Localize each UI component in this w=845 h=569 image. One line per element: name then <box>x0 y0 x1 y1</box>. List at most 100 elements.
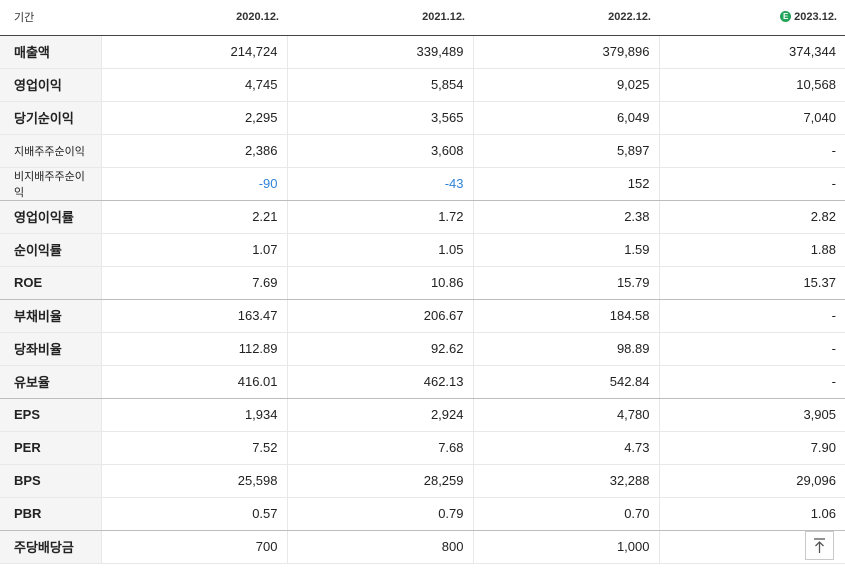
row-label: EPS <box>0 398 101 432</box>
cell-value: 374,344 <box>658 35 845 69</box>
cell-value: 379,896 <box>472 35 659 69</box>
row-label: 비지배주주순이익 <box>0 167 101 201</box>
cell-value: 4,745 <box>100 68 287 102</box>
cell-value: 163.47 <box>100 299 287 333</box>
table-row: 지배주주순이익 2,386 3,608 5,897 - <box>0 134 845 168</box>
table-row: 부채비율 163.47 206.67 184.58 - <box>0 299 845 333</box>
cell-value: 112.89 <box>100 332 287 366</box>
cell-value: 7.68 <box>286 431 473 465</box>
cell-value: 1,000 <box>472 530 659 564</box>
cell-value: 29,096 <box>658 464 845 498</box>
table-row: ROE 7.69 10.86 15.79 15.37 <box>0 266 845 300</box>
cell-value: 2,295 <box>100 101 287 135</box>
cell-value: 0.57 <box>100 497 287 531</box>
row-label: 순이익률 <box>0 233 101 267</box>
cell-value: 2.38 <box>472 200 659 234</box>
cell-value: 2.21 <box>100 200 287 234</box>
cell-value: 5,854 <box>286 68 473 102</box>
cell-value: 28,259 <box>286 464 473 498</box>
table-header-row: 기간 2020.12. 2021.12. 2022.12. E 2023.12. <box>0 0 845 36</box>
row-label: 영업이익 <box>0 68 101 102</box>
cell-value: - <box>658 134 845 168</box>
period-header-2023: E 2023.12. <box>659 0 845 36</box>
cell-value: 152 <box>472 167 659 201</box>
table-row: 당기순이익 2,295 3,565 6,049 7,040 <box>0 101 845 135</box>
cell-value: 184.58 <box>472 299 659 333</box>
row-label: 당좌비율 <box>0 332 101 366</box>
cell-value: 4,780 <box>472 398 659 432</box>
cell-value: 3,608 <box>286 134 473 168</box>
table-row: 매출액 214,724 339,489 379,896 374,344 <box>0 35 845 69</box>
cell-value: 7.52 <box>100 431 287 465</box>
cell-value: 1.72 <box>286 200 473 234</box>
cell-value: - <box>658 167 845 201</box>
cell-value: 5,897 <box>472 134 659 168</box>
period-header-2023-label: 2023.12. <box>794 11 837 24</box>
cell-value: 214,724 <box>100 35 287 69</box>
arrow-up-to-line-icon <box>814 538 825 553</box>
table-row: 순이익률 1.07 1.05 1.59 1.88 <box>0 233 845 267</box>
cell-value: 25,598 <box>100 464 287 498</box>
cell-value: 1.07 <box>100 233 287 267</box>
cell-value: 0.70 <box>472 497 659 531</box>
cell-value: 1.88 <box>658 233 845 267</box>
cell-value: 32,288 <box>472 464 659 498</box>
table-row: PER 7.52 7.68 4.73 7.90 <box>0 431 845 465</box>
cell-value: 2.82 <box>658 200 845 234</box>
row-label: 영업이익률 <box>0 200 101 234</box>
cell-value: 10,568 <box>658 68 845 102</box>
cell-value: 416.01 <box>100 365 287 399</box>
cell-value: 0.79 <box>286 497 473 531</box>
period-header-label: 기간 <box>0 0 101 36</box>
table-row: EPS 1,934 2,924 4,780 3,905 <box>0 398 845 432</box>
period-header-2020: 2020.12. <box>101 0 287 36</box>
cell-value: 700 <box>100 530 287 564</box>
cell-value: 2,386 <box>100 134 287 168</box>
row-label: 주당배당금 <box>0 530 101 564</box>
cell-value: 98.89 <box>472 332 659 366</box>
row-label: 지배주주순이익 <box>0 134 101 168</box>
period-header-2022: 2022.12. <box>473 0 659 36</box>
cell-value-negative: -90 <box>100 167 287 201</box>
cell-value: 15.79 <box>472 266 659 300</box>
table-row: 유보율 416.01 462.13 542.84 - <box>0 365 845 399</box>
cell-value: 6,049 <box>472 101 659 135</box>
cell-value: 10.86 <box>286 266 473 300</box>
cell-value: 4.73 <box>472 431 659 465</box>
estimate-badge-icon: E <box>780 11 792 23</box>
cell-value: - <box>658 332 845 366</box>
cell-value: 7.90 <box>658 431 845 465</box>
cell-value: 15.37 <box>658 266 845 300</box>
cell-value: - <box>658 365 845 399</box>
cell-value: 462.13 <box>286 365 473 399</box>
cell-value: - <box>658 299 845 333</box>
scroll-to-top-button[interactable] <box>805 531 834 560</box>
row-label: ROE <box>0 266 101 300</box>
row-label: PER <box>0 431 101 465</box>
cell-value-negative: -43 <box>286 167 473 201</box>
row-label: 유보율 <box>0 365 101 399</box>
cell-value: 92.62 <box>286 332 473 366</box>
table-row: 비지배주주순이익 -90 -43 152 - <box>0 167 845 201</box>
table-row: 주당배당금 700 800 1,000 <box>0 530 845 564</box>
cell-value: 3,565 <box>286 101 473 135</box>
row-label: BPS <box>0 464 101 498</box>
row-label: 당기순이익 <box>0 101 101 135</box>
row-label: 매출액 <box>0 35 101 69</box>
table-row: 영업이익 4,745 5,854 9,025 10,568 <box>0 68 845 102</box>
cell-value: 1,934 <box>100 398 287 432</box>
cell-value: 1.06 <box>658 497 845 531</box>
cell-value: 2,924 <box>286 398 473 432</box>
cell-value: 1.05 <box>286 233 473 267</box>
table-row: PBR 0.57 0.79 0.70 1.06 <box>0 497 845 531</box>
cell-value: 800 <box>286 530 473 564</box>
cell-value: 1.59 <box>472 233 659 267</box>
cell-value: 7.69 <box>100 266 287 300</box>
cell-value: 7,040 <box>658 101 845 135</box>
cell-value: 3,905 <box>658 398 845 432</box>
table-row: 당좌비율 112.89 92.62 98.89 - <box>0 332 845 366</box>
row-label: PBR <box>0 497 101 531</box>
row-label: 부채비율 <box>0 299 101 333</box>
period-header-2021: 2021.12. <box>287 0 473 36</box>
